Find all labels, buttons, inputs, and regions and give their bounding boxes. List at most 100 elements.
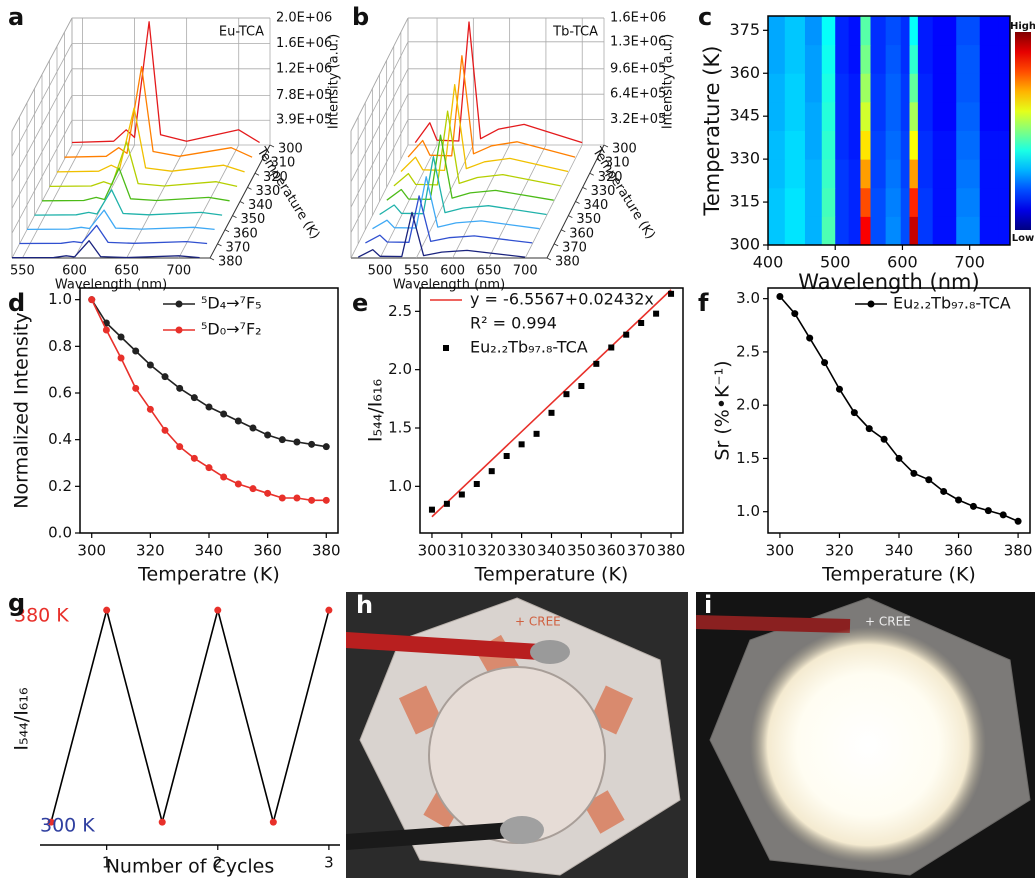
z-tick-label: 330 [591, 184, 616, 199]
x-tick-label: 700 [954, 253, 985, 272]
point [806, 334, 814, 342]
heatmap-cell [784, 216, 806, 246]
z-tick [209, 257, 215, 261]
x-tick-label: 370 [627, 542, 656, 560]
y-tick-label: 2.0E+06 [276, 11, 332, 26]
point [776, 293, 784, 301]
heatmap-cell [917, 73, 934, 103]
heatmap-cell [932, 16, 957, 46]
heatmap-cell [917, 16, 934, 46]
heatmap-cell [956, 216, 981, 246]
y-tick-label: 3.2E+05 [610, 112, 666, 127]
heatmap-cell [848, 187, 861, 217]
point [1014, 517, 1022, 525]
panel-label: i [704, 591, 712, 619]
plot-frame [767, 287, 1031, 534]
solder [530, 640, 570, 664]
heatmap-cell [932, 159, 957, 189]
x-tick-label: 340 [537, 542, 566, 560]
heatmap-cell [870, 73, 887, 103]
heatmap-cell [979, 16, 999, 46]
heatmap-cell [932, 216, 957, 246]
heatmap-cell [956, 159, 981, 189]
z-tick-label: 320 [263, 170, 288, 185]
y-axis-label: Intensity (a.u.) [661, 34, 676, 129]
heatmap-cell [998, 73, 1011, 103]
heatmap-cell [784, 73, 806, 103]
z-tick [269, 144, 275, 148]
point [473, 481, 480, 487]
heatmap-cell [956, 187, 981, 217]
heatmap-cell [909, 130, 919, 160]
point [190, 454, 198, 462]
panel-label: h [356, 591, 373, 619]
point [249, 485, 257, 493]
heatmap-cell [784, 16, 806, 46]
y-tick-label: 300 [729, 235, 760, 254]
point [865, 425, 873, 433]
point [955, 496, 963, 504]
y-tick-label: 1.6E+06 [276, 36, 332, 51]
heatmap-cell [998, 44, 1011, 74]
heatmap-cell [804, 216, 823, 246]
heatmap-cell [900, 44, 911, 74]
heatmap-cell [885, 187, 902, 217]
z-tick [232, 215, 237, 218]
z-tick [217, 243, 222, 247]
heatmap-cell [932, 73, 957, 103]
photo-h: + CREE h [346, 591, 688, 878]
point [269, 818, 277, 826]
heatmap-cell [885, 44, 902, 74]
heatmap-cell [917, 159, 934, 189]
z-tick-label: 370 [226, 240, 251, 255]
y-tick-label: 7.8E+05 [276, 88, 332, 103]
heatmap-cell [768, 101, 786, 131]
point [158, 818, 166, 826]
copper-pad [583, 790, 625, 834]
heatmap-cell [835, 216, 850, 246]
x-tick-label: 600 [440, 264, 465, 279]
heatmap-cell [917, 101, 934, 131]
point [190, 394, 198, 402]
point [293, 438, 301, 446]
y-tick-label: 1.3E+06 [610, 34, 666, 49]
y-tick-label: 2.0 [736, 396, 760, 414]
z-tick-label: 310 [271, 156, 296, 171]
z-tick [254, 172, 260, 176]
panel-label: b [352, 3, 369, 31]
heatmap-cell [870, 44, 887, 74]
y-tick-label: 3.9E+05 [276, 113, 332, 128]
heatmap-cell [870, 130, 887, 160]
spectrum [34, 189, 223, 216]
heatmap-cell [900, 187, 911, 217]
heatmap-cell [870, 216, 887, 246]
heatmap-cell [860, 73, 872, 103]
heatmap-cell [848, 159, 861, 189]
point [895, 454, 903, 462]
point [593, 360, 600, 367]
heatmap-cell [860, 101, 872, 131]
point [176, 384, 184, 392]
board-text: + CREE [515, 615, 561, 629]
heatmap-cell [835, 130, 850, 160]
grid-line [452, 144, 510, 259]
heatmap-cell [900, 73, 911, 103]
heatmap-cell [900, 130, 911, 160]
panel-label: g [8, 589, 25, 617]
spectrum [19, 224, 208, 245]
y-tick-label: 0.8 [48, 337, 72, 355]
x-tick-label: 500 [368, 264, 393, 279]
x-tick-label: 320 [136, 542, 165, 560]
point [653, 310, 660, 317]
legend-label: Eu₂.₂Tb₉₇.₈-TCA [893, 294, 1011, 313]
y-tick-label: 2.5 [388, 302, 412, 320]
heatmap-cell [804, 101, 823, 131]
point [533, 430, 540, 437]
z-tick-label: 380 [218, 255, 243, 270]
heatmap-cell [909, 44, 919, 74]
x-tick-label: 650 [477, 264, 502, 279]
panel-label: c [698, 3, 712, 31]
heatmap-cell [870, 101, 887, 131]
point [47, 818, 55, 826]
heatmap-cell [870, 159, 887, 189]
